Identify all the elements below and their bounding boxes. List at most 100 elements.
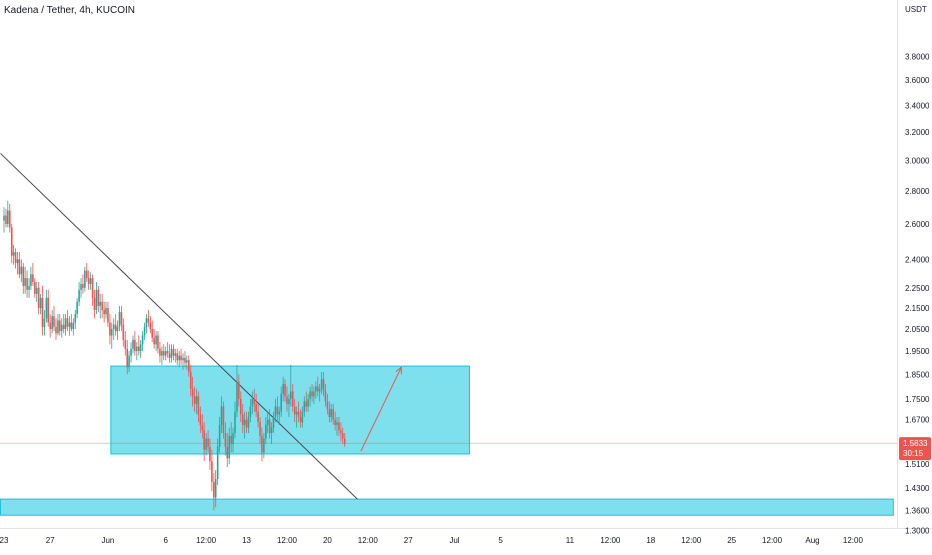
candle — [136, 342, 138, 361]
candle — [263, 433, 265, 459]
candle — [124, 331, 127, 356]
candle — [174, 348, 177, 363]
time-tick-label: 6 — [163, 536, 168, 545]
candle — [184, 351, 186, 368]
candle-body — [26, 278, 28, 290]
candle-body — [151, 328, 153, 338]
price-tick-label: 2.8000 — [905, 187, 930, 196]
candle — [320, 371, 323, 394]
candle-body — [317, 386, 319, 392]
candle — [288, 393, 290, 417]
price-tick-label: 3.4000 — [905, 101, 930, 110]
candle — [222, 401, 225, 439]
candle — [336, 416, 338, 436]
candle-body — [126, 348, 129, 368]
candle-body — [241, 414, 244, 425]
candle — [341, 427, 344, 445]
price-tick-label: 1.4300 — [905, 484, 930, 493]
candle-body — [172, 348, 175, 356]
price-axis-currency: USDT — [905, 5, 927, 14]
candle-body — [91, 278, 94, 298]
candle — [49, 314, 51, 338]
candle-body — [86, 270, 88, 279]
candle-body — [66, 318, 69, 327]
candle-body — [332, 409, 334, 420]
candle — [197, 391, 200, 423]
candle-body — [239, 398, 242, 415]
candle-body — [307, 398, 309, 407]
candle — [168, 344, 171, 363]
candle — [249, 398, 252, 423]
price-tick-label: 1.3600 — [905, 506, 930, 515]
candle — [261, 427, 263, 462]
time-tick-label: 12:00 — [358, 536, 379, 545]
candle-body — [39, 297, 42, 308]
candle — [226, 433, 229, 468]
candle-body — [176, 353, 179, 361]
candle — [107, 301, 109, 327]
candle — [82, 274, 84, 294]
candle — [188, 355, 190, 377]
candle-body — [299, 416, 302, 423]
candle — [178, 351, 181, 368]
candle-body — [74, 314, 77, 323]
range-zone-rectangle[interactable] — [110, 365, 470, 455]
candle — [232, 427, 234, 453]
price-tick-label: 2.2500 — [905, 284, 930, 293]
candle-body — [78, 289, 80, 302]
candle-body — [245, 419, 248, 428]
candle — [86, 263, 88, 283]
candle-body — [132, 339, 134, 349]
candle-body — [34, 282, 36, 294]
time-tick-label: 25 — [727, 536, 736, 545]
candle — [280, 386, 282, 417]
candle-body — [120, 312, 123, 325]
candle — [266, 411, 269, 434]
candle — [330, 403, 333, 423]
candle — [95, 282, 98, 315]
candle-body — [109, 322, 111, 336]
candle — [157, 331, 159, 354]
candle — [139, 339, 142, 358]
candle-body — [257, 411, 259, 423]
candle-body — [197, 396, 200, 415]
projection-arrow[interactable] — [360, 367, 402, 452]
candle-body — [62, 324, 65, 329]
candle — [322, 371, 325, 397]
candle — [7, 200, 9, 228]
candle-body — [170, 348, 173, 358]
candle-body — [301, 411, 304, 423]
candle-body — [162, 351, 165, 356]
price-axis[interactable]: USDT 3.8000 3.6000 3.4000 3.2000 3.0000 2.800… — [905, 5, 930, 535]
candle-body — [37, 287, 40, 308]
time-axis[interactable]: 23 27 Jun 6 12:00 13 12:00 20 12:00 27 Jul 5 11 12:00… — [0, 536, 863, 545]
candle — [74, 310, 77, 329]
candle-body — [20, 266, 23, 275]
candle — [103, 301, 105, 323]
candle-body — [80, 283, 82, 290]
candle-body — [45, 297, 48, 319]
time-tick-label: 5 — [498, 536, 503, 545]
last-price-label-box — [899, 437, 931, 461]
candle-body — [76, 301, 78, 315]
candle-body — [184, 357, 186, 363]
candle — [118, 305, 121, 332]
candle-body — [103, 310, 105, 315]
candle-body — [236, 381, 238, 412]
candle — [216, 438, 219, 486]
support-zone-rectangle[interactable] — [0, 498, 894, 516]
candle-body — [159, 348, 161, 356]
candle — [326, 393, 329, 415]
candle — [309, 386, 311, 407]
candle — [101, 293, 103, 319]
price-tick-label: 3.6000 — [905, 76, 930, 85]
descending-trendline[interactable] — [0, 153, 358, 500]
candle — [80, 278, 82, 298]
candle-body — [199, 414, 202, 425]
candle — [257, 403, 259, 428]
candle-body — [336, 422, 338, 425]
candle — [182, 353, 184, 370]
candle-body — [97, 289, 100, 306]
